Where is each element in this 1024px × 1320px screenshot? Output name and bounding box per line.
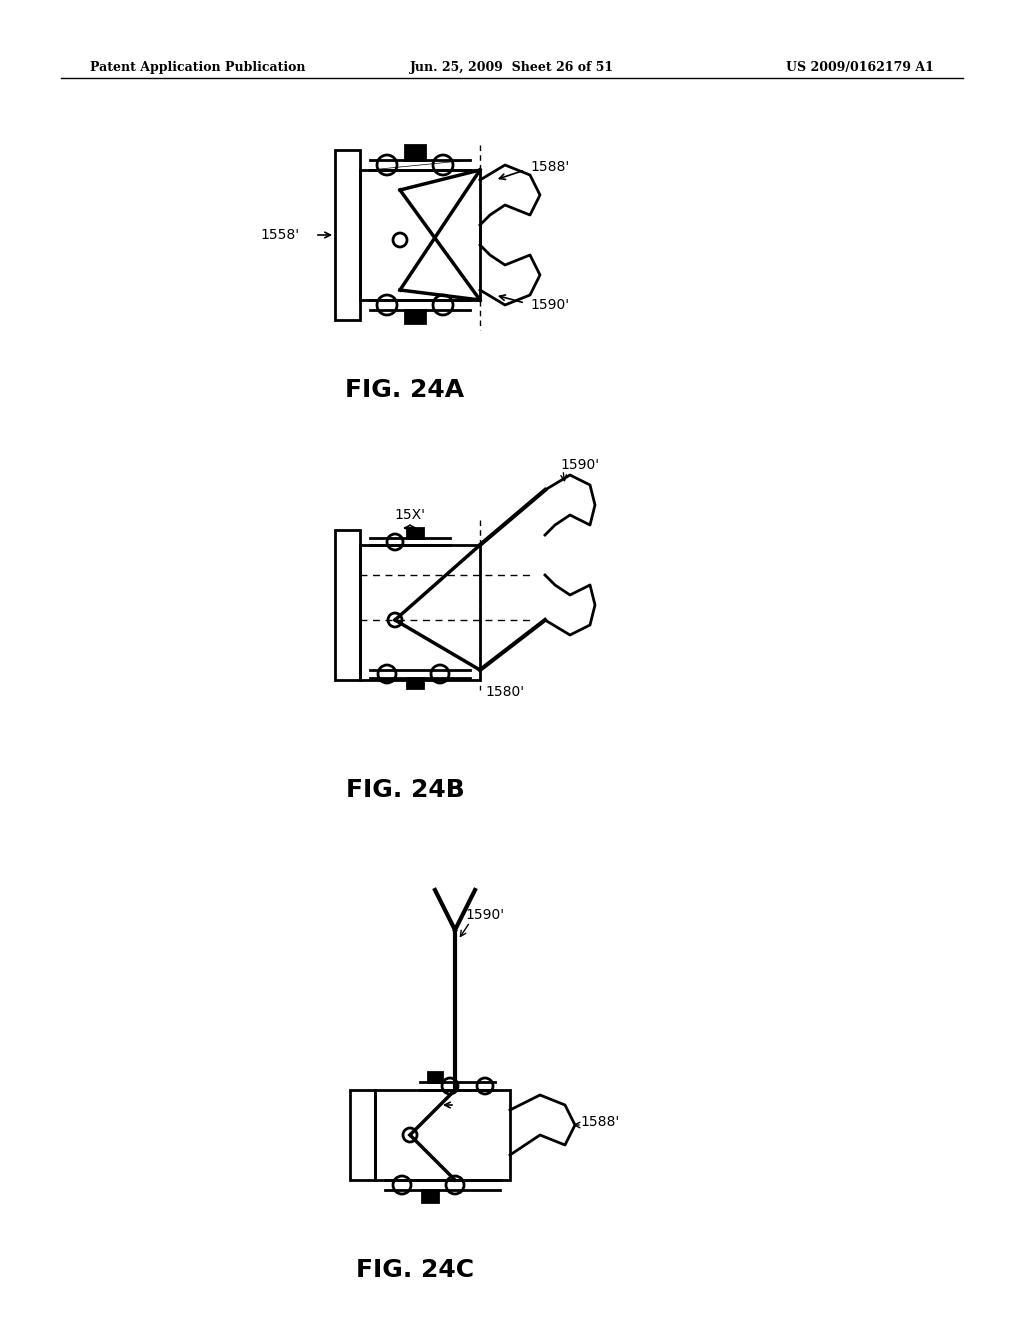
Polygon shape [407, 678, 423, 688]
Polygon shape [422, 1191, 438, 1203]
Text: 1590': 1590' [530, 298, 569, 312]
Text: 1590': 1590' [560, 458, 599, 473]
Text: 15X': 15X' [394, 508, 426, 521]
Text: 1590': 1590' [465, 908, 504, 921]
Text: Jun. 25, 2009  Sheet 26 of 51: Jun. 25, 2009 Sheet 26 of 51 [410, 62, 614, 74]
Polygon shape [406, 310, 425, 323]
Text: 1580': 1580' [485, 685, 524, 700]
Polygon shape [428, 1072, 442, 1082]
Polygon shape [406, 145, 425, 160]
Text: FIG. 24A: FIG. 24A [345, 378, 465, 403]
Text: 1588': 1588' [530, 160, 569, 174]
Polygon shape [407, 528, 423, 539]
Text: 1558': 1558' [261, 228, 300, 242]
Text: Patent Application Publication: Patent Application Publication [90, 62, 305, 74]
Text: US 2009/0162179 A1: US 2009/0162179 A1 [786, 62, 934, 74]
Text: FIG. 24B: FIG. 24B [346, 777, 464, 803]
Text: FIG. 24C: FIG. 24C [356, 1258, 474, 1282]
Text: 1588': 1588' [580, 1115, 620, 1129]
